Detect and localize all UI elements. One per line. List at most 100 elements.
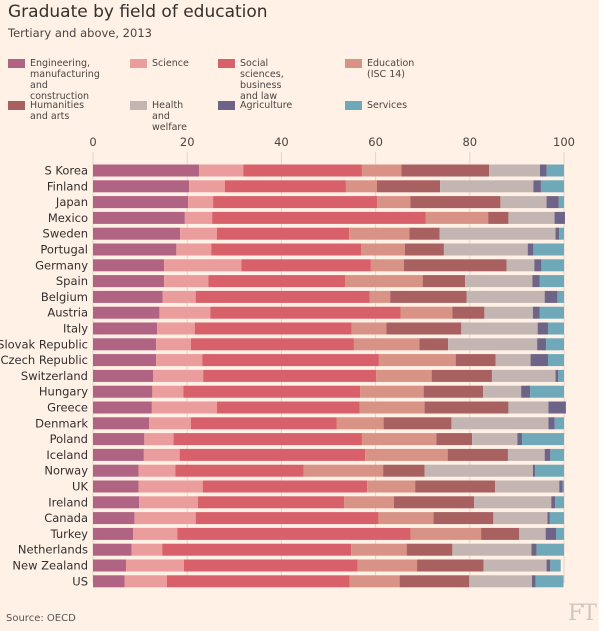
category-label: Netherlands xyxy=(18,543,88,557)
bar-segment xyxy=(190,338,354,351)
bar-segment xyxy=(93,512,135,525)
bar-segment xyxy=(210,306,401,319)
category-label: Finland xyxy=(47,179,88,193)
category-label: Ireland xyxy=(48,495,88,509)
bar-segment xyxy=(448,338,538,351)
legend-label: Services xyxy=(367,100,408,111)
bar-segment xyxy=(194,322,352,335)
bar-segment xyxy=(138,464,176,477)
bar-segment xyxy=(93,464,139,477)
bar-segment xyxy=(93,433,145,446)
bar-segment xyxy=(202,480,368,493)
bar-segment xyxy=(125,559,184,572)
bar-segment xyxy=(519,527,546,540)
bar-segment xyxy=(139,496,199,509)
bar-segment xyxy=(531,575,536,588)
legend-label: Humanities and arts xyxy=(30,100,85,122)
bar-segment xyxy=(465,275,533,288)
bar-segment xyxy=(491,369,556,382)
bar-segment xyxy=(508,211,555,224)
bar-segment xyxy=(546,559,551,572)
bar-segment xyxy=(548,401,566,414)
category-label: Switzerland xyxy=(21,369,88,383)
bar-segment xyxy=(488,211,509,224)
bar-segment xyxy=(424,401,509,414)
bar-segment xyxy=(534,259,542,272)
legend-swatch xyxy=(218,59,235,68)
category-label: Germany xyxy=(35,258,88,272)
bar-segment xyxy=(493,512,548,525)
category-label: Austria xyxy=(47,306,88,320)
legend-swatch xyxy=(345,59,362,68)
category-label: Poland xyxy=(50,432,88,446)
bar-segment xyxy=(184,211,213,224)
bar-segment xyxy=(403,259,507,272)
bar-segment xyxy=(344,275,423,288)
bar-segment xyxy=(93,259,165,272)
bar-segment xyxy=(190,417,337,430)
bar-segment xyxy=(93,306,160,319)
bar-segment xyxy=(378,512,434,525)
bar-segment xyxy=(521,385,531,398)
bar-segment xyxy=(188,196,214,209)
bar-segment xyxy=(447,448,508,461)
bar-segment xyxy=(383,417,452,430)
bar-segment xyxy=(404,243,444,256)
category-label: Spain xyxy=(56,274,88,288)
bar-segment xyxy=(211,243,361,256)
x-tick-label: 0 xyxy=(89,135,96,149)
bar-segment xyxy=(143,448,180,461)
bar-segment xyxy=(351,543,407,556)
category-label: Norway xyxy=(44,464,88,478)
bar-segment xyxy=(93,527,134,540)
bar-segment xyxy=(180,227,217,240)
bar-segment xyxy=(472,433,518,446)
bar-segment xyxy=(351,322,387,335)
bar-segment xyxy=(93,164,199,177)
category-label: S Korea xyxy=(44,164,88,178)
bar-segment xyxy=(195,512,379,525)
bar-segment xyxy=(93,417,150,430)
bar-segment xyxy=(138,480,203,493)
bar-segment xyxy=(93,322,158,335)
bar-segment xyxy=(539,164,547,177)
bar-segment xyxy=(423,385,483,398)
bar-segment xyxy=(482,385,522,398)
bar-segment xyxy=(177,527,411,540)
legend-label: Health and welfare xyxy=(152,100,187,133)
x-tick-label: 60 xyxy=(368,135,383,149)
x-tick-label: 20 xyxy=(180,135,195,149)
bar-segment xyxy=(558,369,564,382)
bar-segment xyxy=(469,575,532,588)
bar-segment xyxy=(559,480,563,493)
bar-segment xyxy=(377,196,411,209)
bar-segment xyxy=(183,385,361,398)
bar-segment xyxy=(131,543,163,556)
category-label: Mexico xyxy=(48,211,88,225)
bar-segment xyxy=(162,290,196,303)
bar-segment xyxy=(546,196,559,209)
category-label: Portugal xyxy=(40,243,88,257)
bar-segment xyxy=(431,369,492,382)
category-label: Slovak Republic xyxy=(0,337,88,351)
bar-segment xyxy=(357,559,418,572)
legend-swatch xyxy=(345,101,362,110)
bar-segment xyxy=(530,354,548,367)
bar-segment xyxy=(93,401,152,414)
bar-segment xyxy=(461,322,538,335)
bar-segment xyxy=(484,306,533,319)
bar-segment xyxy=(349,227,410,240)
bar-segment xyxy=(378,354,456,367)
bar-segment xyxy=(555,227,560,240)
bar-segment xyxy=(198,496,345,509)
ft-logo: FT xyxy=(568,601,597,626)
source-note: Source: OECD xyxy=(6,613,76,624)
bar-segment xyxy=(481,527,520,540)
x-tick-label: 40 xyxy=(274,135,289,149)
bar-segment xyxy=(536,543,564,556)
bar-segment xyxy=(531,543,537,556)
bar-segment xyxy=(179,448,366,461)
bar-segment xyxy=(547,322,564,335)
bar-segment xyxy=(93,227,181,240)
bar-segment xyxy=(370,259,404,272)
